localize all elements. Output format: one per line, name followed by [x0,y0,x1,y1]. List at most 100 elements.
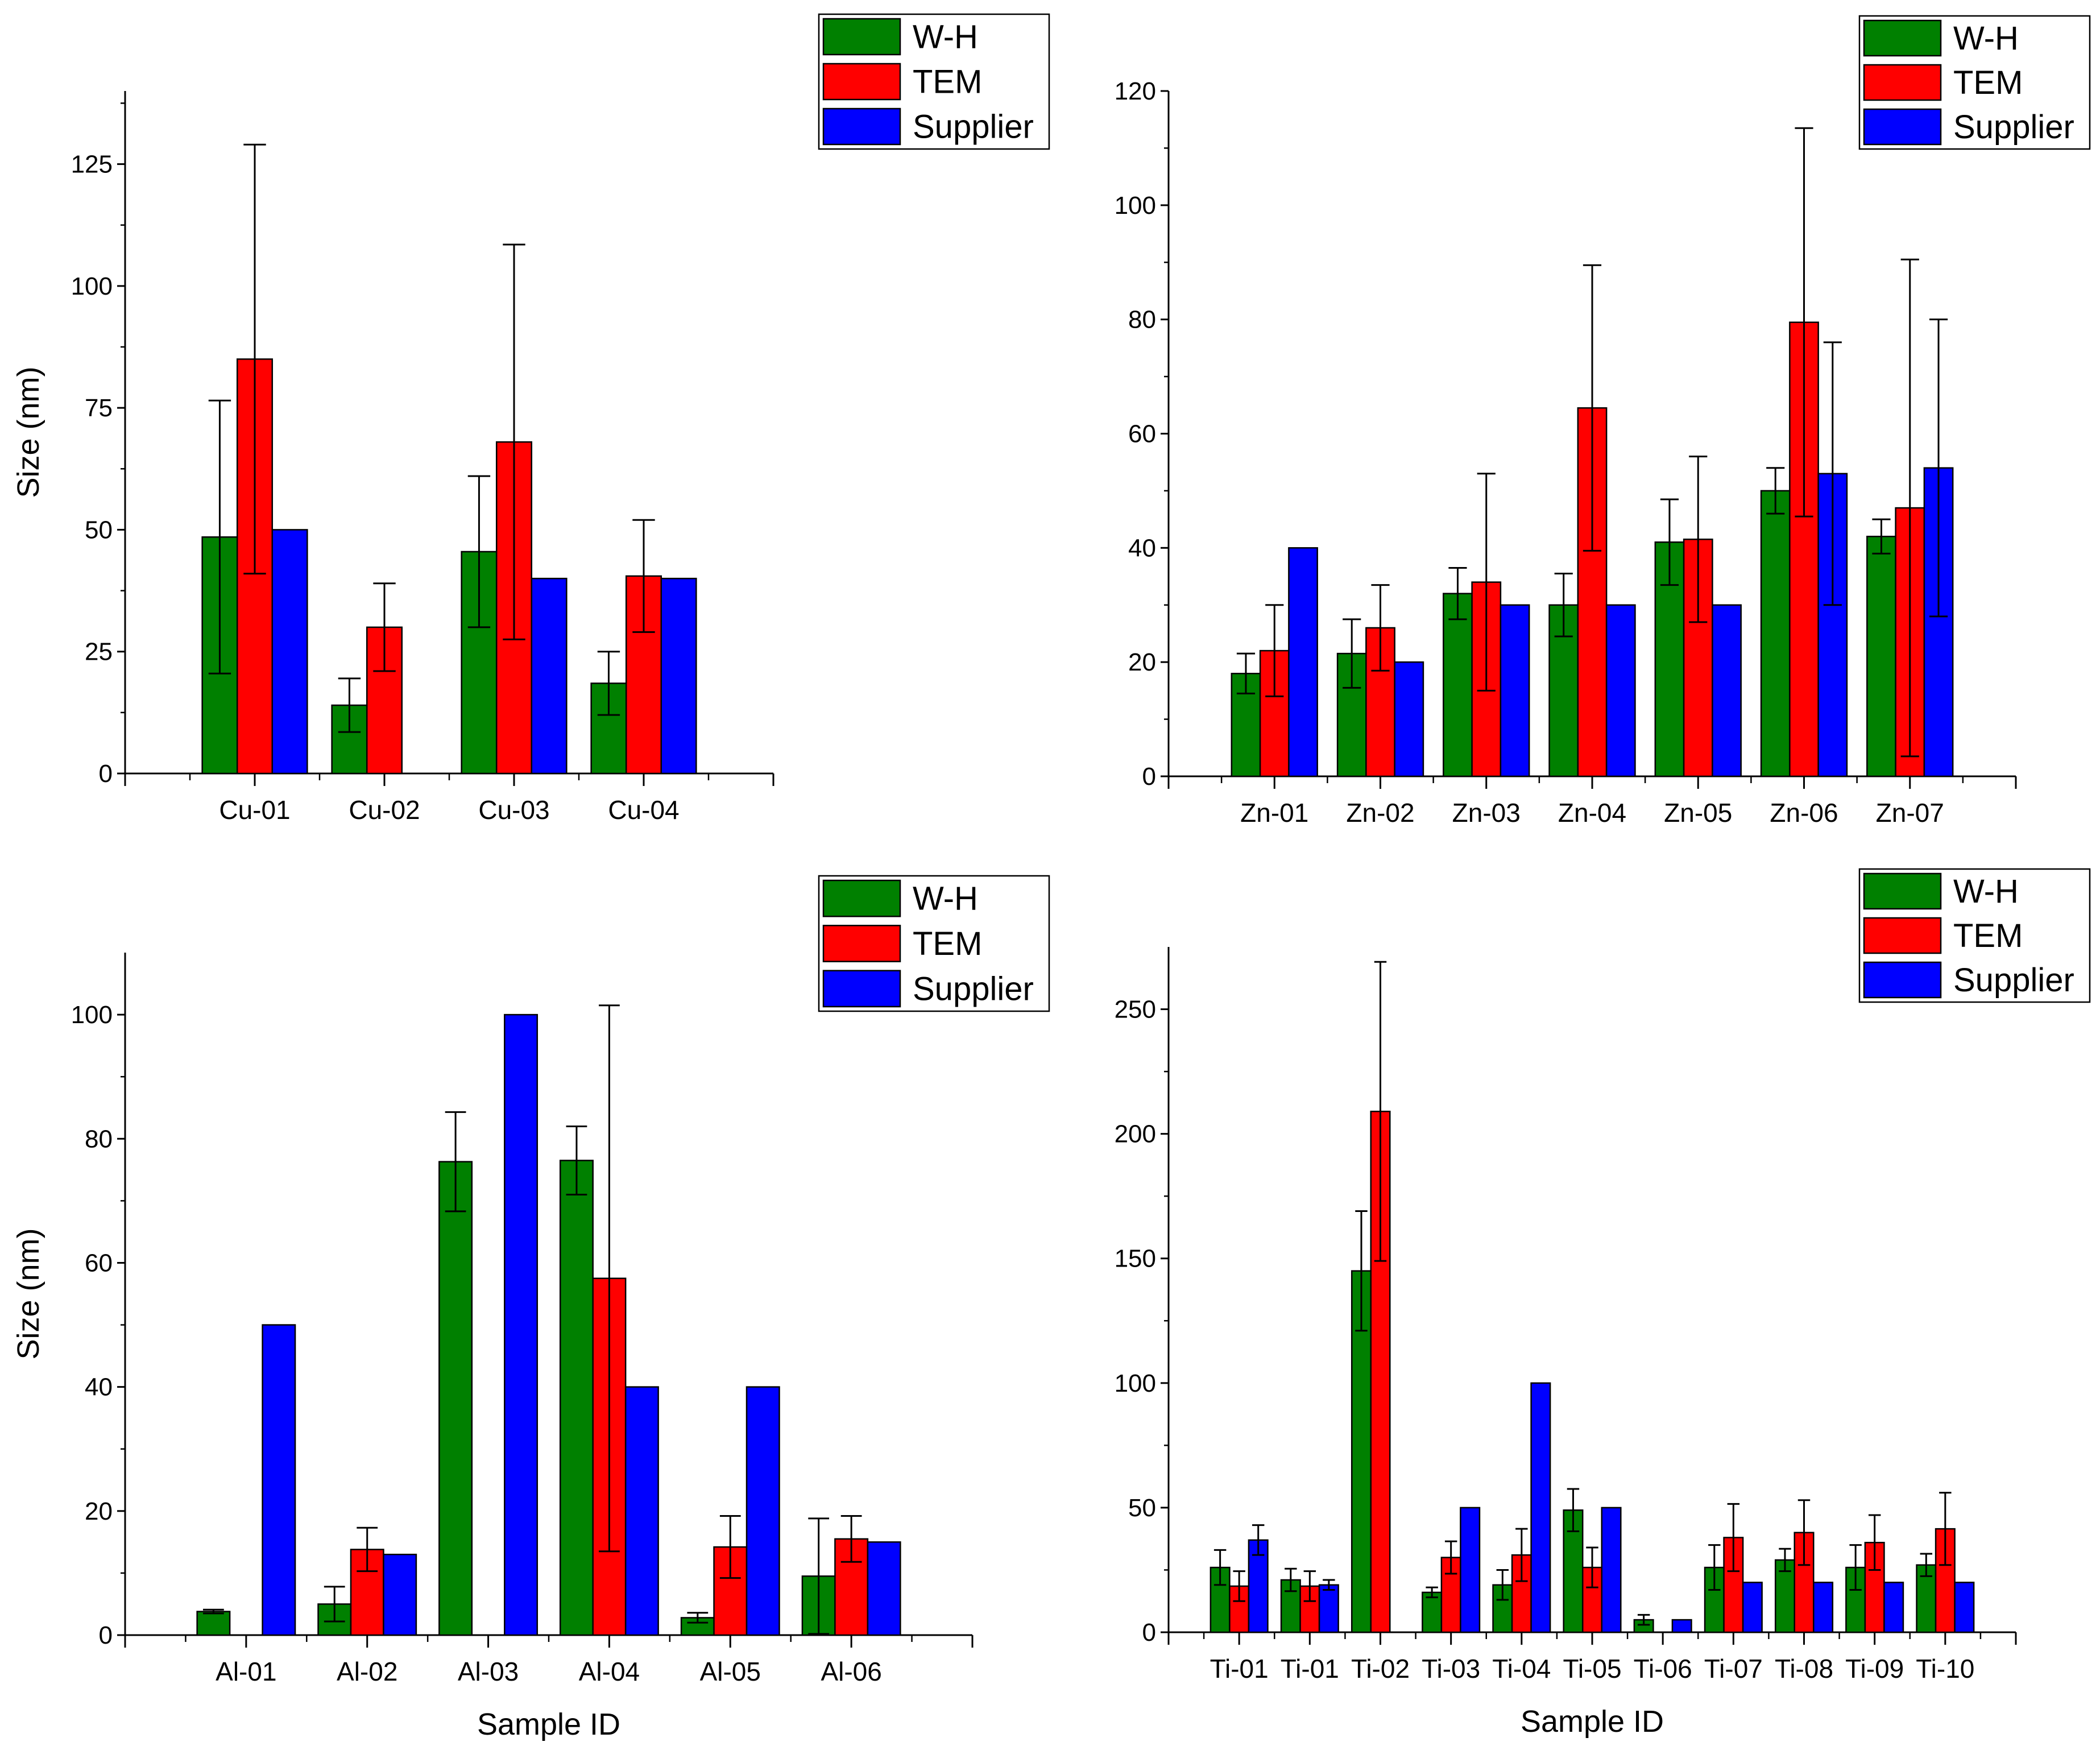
y-tick-label: 120 [1115,77,1156,105]
bar-supplier [1605,604,1636,777]
bar-supplier [262,1324,296,1636]
y-tick-label: 40 [1128,534,1156,562]
panel-bottom-left: 0 20 40 60 80 100 Al-01 Al-02 Al-03 Al-04 Al-05 Al-… [11,875,1050,1741]
y-axis-title: Size (nm) [11,1228,45,1359]
y-tick-label: 0 [1142,763,1156,791]
legend-label: Supplier [1953,109,2074,146]
legend-label: W-H [913,19,978,56]
y-tick-label: 100 [71,1001,113,1029]
x-axis-title: Sample ID [1521,1704,1664,1739]
x-category-label: Ti-09 [1845,1654,1904,1683]
legend-swatch-tem [1863,64,1942,101]
x-category-label: Al-06 [821,1657,881,1686]
bar-supplier [624,1386,659,1636]
y-tick-label: 100 [1115,1370,1156,1397]
x-category-label: Zn-03 [1452,798,1521,828]
y-axis-title: Size (nm) [11,366,45,498]
y-tick-label: 200 [1115,1120,1156,1148]
legend-swatch-supplier [822,107,901,146]
bar-wh [1422,1591,1443,1633]
y-tick-label: 20 [1128,648,1156,676]
panel-top-left: 0 25 50 75 100 125 Cu-01 Cu-02 Cu-03 Cu-04 Size (n… [11,13,1050,825]
legend-swatch-tem [1863,917,1942,954]
bar-supplier [1500,604,1530,777]
bar-supplier [271,529,308,775]
x-category-label: Ti-10 [1916,1654,1974,1683]
y-tick-label: 0 [1142,1619,1156,1646]
x-category-label: Ti-04 [1492,1654,1551,1683]
y-tick-label: 250 [1115,996,1156,1024]
y-tick-label: 40 [85,1373,113,1401]
bar-supplier [1601,1507,1622,1633]
x-category-label: Zn-07 [1876,798,1944,828]
bar-wh [559,1160,594,1636]
x-category-label: Ti-02 [1351,1654,1410,1683]
x-category-label: Cu-03 [478,795,549,825]
bar-wh [196,1611,231,1636]
bar-supplier [1288,547,1318,777]
y-tick-label: 25 [85,638,113,666]
x-category-label: Cu-01 [219,795,290,825]
bar-wh [1760,490,1791,777]
legend-swatch-tem [822,63,901,101]
x-category-label: Zn-05 [1664,798,1732,828]
legend-label: Supplier [1953,962,2074,999]
x-category-label: Ti-03 [1422,1654,1480,1683]
bar-supplier [1883,1582,1904,1633]
legend-label: Supplier [913,970,1034,1007]
bar-wh [1443,593,1473,777]
bar-supplier [745,1386,780,1636]
legend-swatch-supplier [1863,108,1942,146]
legend-swatch-wh [1863,19,1942,57]
x-category-label: Ti-01 [1281,1654,1339,1683]
x-category-label: Zn-02 [1346,798,1414,828]
panel-bottom-right: 0 50 100 150 200 250 Ti-01 Ti-01 Ti-02 Ti-03 Ti-04… [1115,868,2091,1739]
bar-supplier [1460,1507,1481,1633]
legend-label: TEM [1953,917,2023,954]
x-category-label: Al-05 [700,1657,761,1686]
legend-swatch-wh [822,18,901,56]
legend-label: TEM [1953,64,2023,101]
x-category-label: Zn-06 [1770,798,1838,828]
legend-label: Supplier [913,109,1034,146]
legend-label: W-H [1953,20,2019,57]
bar-supplier [1712,604,1742,777]
bar-wh [1548,604,1579,777]
y-tick-label: 75 [85,394,113,422]
bar-wh [1866,536,1896,777]
y-tick-label: 20 [85,1497,113,1525]
bar-supplier [504,1013,539,1636]
y-tick-label: 100 [71,272,113,300]
y-tick-label: 100 [1115,192,1156,220]
legend-label: TEM [913,64,982,101]
legend-label: W-H [913,880,978,917]
bar-supplier [1530,1382,1551,1633]
legend-swatch-supplier [1863,961,1942,999]
y-tick-label: 0 [99,760,113,788]
x-category-label: Ti-07 [1704,1654,1763,1683]
bar-supplier [1671,1619,1692,1633]
bar-supplier [531,577,568,775]
x-category-label: Al-04 [579,1657,640,1686]
legend-swatch-wh [822,879,901,917]
bar-supplier [1394,661,1424,777]
y-tick-label: 50 [85,516,113,544]
y-tick-label: 150 [1115,1245,1156,1273]
legend-label: W-H [1953,873,2019,910]
panel-top-right: 0 20 40 60 80 100 120 Zn-01 Zn-02 Zn-03 Zn-04 Zn-05… [1115,15,2091,828]
bar-supplier [660,577,697,775]
y-tick-label: 80 [85,1125,113,1153]
x-axis-title: Sample ID [477,1707,620,1741]
y-tick-label: 80 [1128,306,1156,334]
bar-wh [438,1161,473,1636]
bar-supplier [383,1553,417,1636]
x-category-label: Al-02 [337,1657,397,1686]
x-category-label: Al-03 [458,1657,519,1686]
x-category-label: Al-01 [216,1657,276,1686]
y-tick-label: 60 [85,1249,113,1277]
legend-swatch-supplier [822,970,901,1008]
y-tick-label: 0 [99,1621,113,1649]
legend-label: TEM [913,925,982,962]
x-category-label: Ti-06 [1634,1654,1692,1683]
